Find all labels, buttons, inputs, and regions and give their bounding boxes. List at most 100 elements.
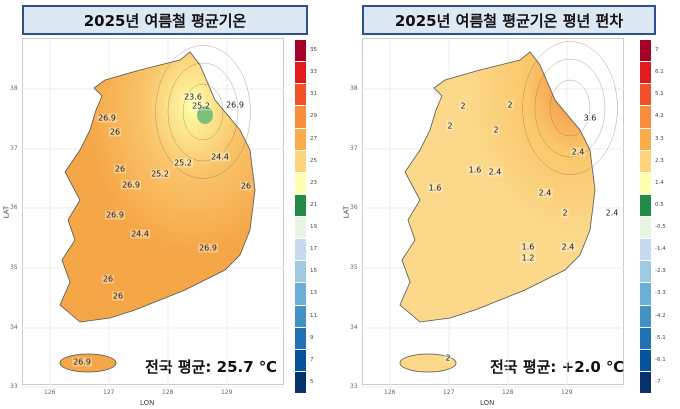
contour-label: 26 bbox=[111, 291, 125, 301]
colorbar-label: -0.5 bbox=[655, 224, 666, 231]
colorbar-label: 7 bbox=[655, 47, 659, 54]
colorbar-swatch bbox=[295, 261, 306, 283]
contour-label: 1.6 bbox=[427, 183, 443, 193]
colorbar-label: 19 bbox=[310, 224, 317, 231]
colorbar-label: 15 bbox=[310, 268, 317, 275]
colorbar-swatch bbox=[640, 106, 651, 128]
colorbar-label: 3.3 bbox=[655, 135, 664, 142]
contour-label: 25.2 bbox=[191, 101, 211, 111]
colorbar-swatch bbox=[295, 239, 306, 261]
colorbar-label: 35 bbox=[310, 47, 317, 54]
contour-label: 26 bbox=[239, 181, 253, 191]
colorbar-label: 21 bbox=[310, 201, 317, 208]
contour-line bbox=[182, 83, 224, 141]
contour-label: 2.4 bbox=[570, 147, 586, 157]
colorbar-label: 5.1 bbox=[655, 91, 664, 98]
colorbar-label: 6.1 bbox=[655, 69, 664, 76]
colorbar-label: -1.4 bbox=[655, 246, 666, 253]
colorbar-label: 5 bbox=[310, 378, 314, 385]
left-national-average: 전국 평균: 25.7 ℃ bbox=[145, 358, 278, 376]
lat-tick-label: 33 bbox=[10, 383, 18, 390]
colorbar-label: 29 bbox=[310, 113, 317, 120]
contour-label: 25.2 bbox=[150, 169, 170, 179]
colorbar-swatch bbox=[640, 128, 651, 150]
colorbar-swatch bbox=[295, 172, 306, 194]
contour-label: 2 bbox=[446, 121, 454, 131]
colorbar-label: 1.4 bbox=[655, 179, 664, 186]
colorbar-swatch bbox=[640, 327, 651, 349]
colorbar-label: -6.1 bbox=[655, 356, 666, 363]
contour-line bbox=[167, 62, 239, 162]
colorbar-label: 7 bbox=[310, 356, 314, 363]
lat-tick-label: 37 bbox=[10, 145, 18, 152]
lon-tick-label: 126 bbox=[384, 389, 396, 396]
contour-label: 26.9 bbox=[72, 357, 92, 367]
colorbar-swatch bbox=[295, 371, 306, 393]
colorbar-swatch bbox=[640, 349, 651, 371]
colorbar-label: 11 bbox=[310, 312, 317, 319]
korea-peninsula-shape bbox=[399, 51, 596, 323]
colorbar-swatch bbox=[640, 172, 651, 194]
contour-label: 26.9 bbox=[105, 210, 125, 220]
colorbar-label: -7 bbox=[655, 378, 661, 385]
right-national-average: 전국 평균: +2.0 ℃ bbox=[490, 358, 625, 376]
contour-label: 2.4 bbox=[604, 208, 620, 218]
contour-label: 2.4 bbox=[487, 167, 503, 177]
contour-line bbox=[534, 58, 606, 158]
contour-label: 2 bbox=[459, 101, 467, 111]
lon-tick-label: 128 bbox=[502, 389, 514, 396]
x-axis-label: LON bbox=[140, 399, 155, 407]
colorbar-label: 17 bbox=[310, 246, 317, 253]
colorbar-swatch bbox=[295, 128, 306, 150]
colorbar-label: -4.2 bbox=[655, 312, 666, 319]
cool-spot-contour bbox=[197, 106, 213, 124]
colorbar-label: 2.3 bbox=[655, 157, 664, 164]
colorbar-swatch bbox=[640, 217, 651, 239]
colorbar-swatch bbox=[295, 305, 306, 327]
colorbar-label: 23 bbox=[310, 179, 317, 186]
colorbar-swatch bbox=[295, 150, 306, 172]
colorbar-label: -2.3 bbox=[655, 268, 666, 275]
contour-label: 1.6 bbox=[467, 165, 483, 175]
colorbar-swatch bbox=[295, 283, 306, 305]
lon-tick-label: 129 bbox=[221, 389, 233, 396]
lat-tick-label: 38 bbox=[10, 85, 18, 92]
colorbar-swatch bbox=[640, 40, 651, 62]
colorbar-label: -5.1 bbox=[655, 334, 666, 341]
lat-tick-label: 38 bbox=[350, 85, 358, 92]
contour-label: 2 bbox=[492, 125, 500, 135]
lon-tick-label: 127 bbox=[103, 389, 115, 396]
colorbar-label: -3.3 bbox=[655, 290, 666, 297]
contour-label: 1.2 bbox=[520, 253, 536, 263]
contour-label: 23.6 bbox=[183, 92, 203, 102]
colorbar-swatch bbox=[295, 40, 306, 62]
lat-tick-label: 34 bbox=[10, 324, 18, 331]
contour-label: 3.6 bbox=[582, 113, 598, 123]
colorbar-swatch bbox=[295, 349, 306, 371]
contour-label: 26.9 bbox=[225, 100, 245, 110]
jeju-island-shape bbox=[59, 353, 117, 373]
left-title: 2025년 여름철 평균기온 bbox=[22, 5, 308, 35]
colorbar-swatch bbox=[295, 217, 306, 239]
y-axis-label: LAT bbox=[342, 205, 351, 219]
colorbar-label: 27 bbox=[310, 135, 317, 142]
contour-label: 26.9 bbox=[97, 113, 117, 123]
contour-line bbox=[549, 79, 591, 137]
right-title: 2025년 여름철 평균기온 평년 편차 bbox=[362, 5, 656, 35]
contour-label: 26 bbox=[101, 274, 115, 284]
contour-label: 26 bbox=[113, 164, 127, 174]
colorbar-swatch bbox=[640, 261, 651, 283]
colorbar-swatch bbox=[295, 327, 306, 349]
contour-label: 2 bbox=[444, 353, 452, 363]
contour-label: 26.9 bbox=[121, 180, 141, 190]
contour-label: 2 bbox=[561, 208, 569, 218]
jeju-island-shape bbox=[399, 353, 457, 373]
lat-tick-label: 35 bbox=[350, 264, 358, 271]
contour-label: 26.9 bbox=[198, 243, 218, 253]
contour-label: 24.4 bbox=[210, 152, 230, 162]
x-axis-label: LON bbox=[480, 399, 495, 407]
contour-label: 25.2 bbox=[173, 158, 193, 168]
contour-label: 1.6 bbox=[520, 242, 536, 252]
